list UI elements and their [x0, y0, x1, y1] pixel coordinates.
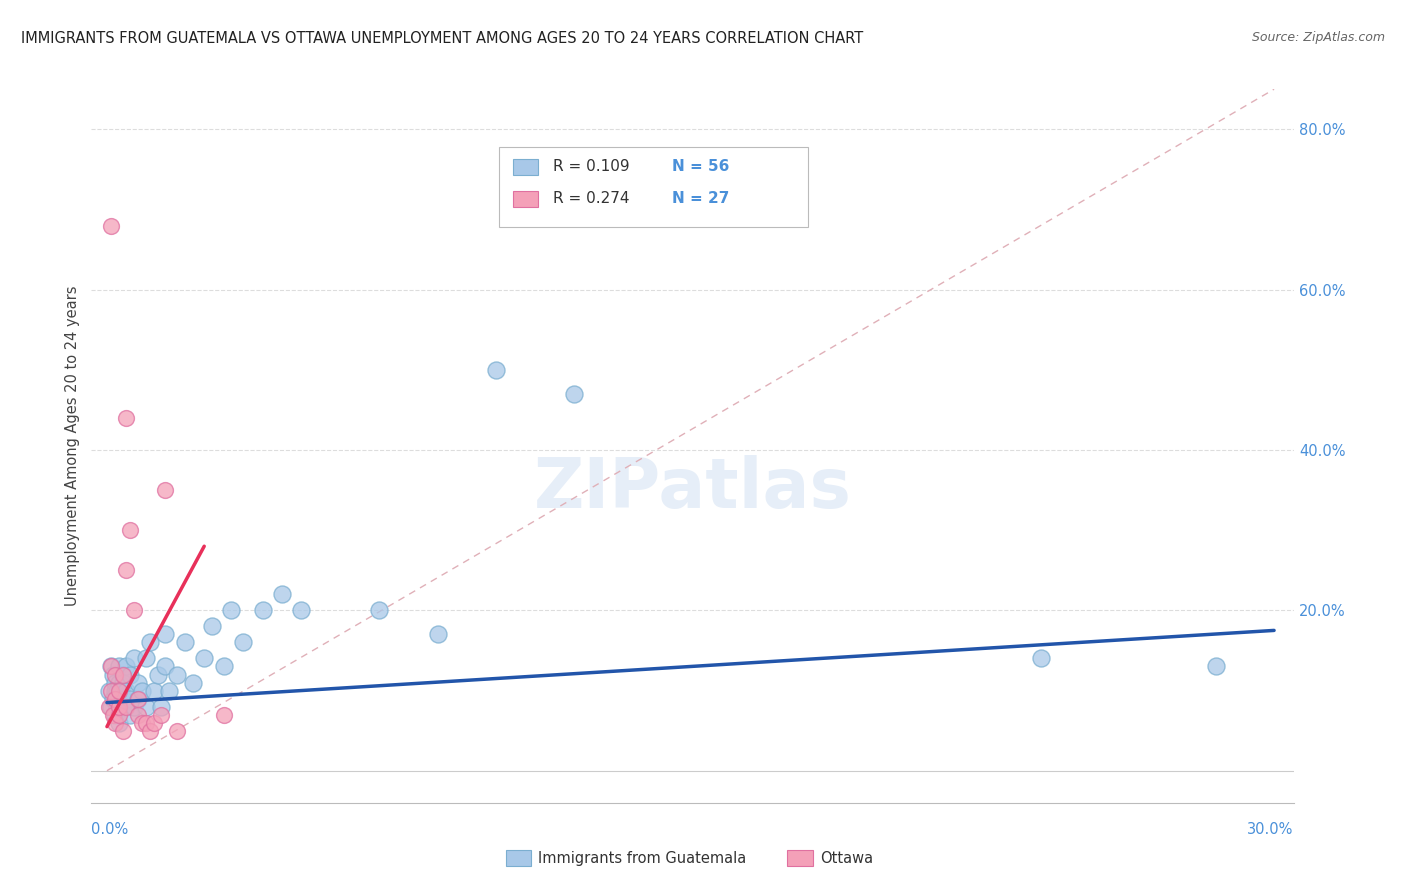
Point: [1205, 659, 1227, 673]
Point: [115, 699, 138, 714]
Point: [107, 715, 129, 730]
Point: [111, 699, 134, 714]
Text: R = 0.274: R = 0.274: [553, 192, 628, 206]
Point: [97, 683, 120, 698]
Point: [426, 627, 449, 641]
Text: R = 0.109: R = 0.109: [553, 160, 628, 174]
Point: [104, 707, 127, 722]
Point: [104, 667, 127, 681]
Text: 0.0%: 0.0%: [91, 822, 128, 837]
Text: N = 56: N = 56: [672, 160, 730, 174]
Text: Source: ZipAtlas.com: Source: ZipAtlas.com: [1251, 31, 1385, 45]
Point: [290, 603, 312, 617]
Point: [105, 683, 128, 698]
Point: [101, 691, 124, 706]
Point: [1029, 651, 1052, 665]
Point: [107, 707, 129, 722]
Point: [101, 667, 124, 681]
Point: [150, 699, 173, 714]
Point: [131, 683, 153, 698]
Point: [166, 723, 188, 738]
Point: [107, 659, 129, 673]
Point: [150, 707, 173, 722]
Point: [104, 691, 127, 706]
Point: [111, 675, 134, 690]
Text: N = 27: N = 27: [672, 192, 730, 206]
Point: [212, 659, 235, 673]
Point: [155, 483, 177, 497]
Point: [115, 683, 138, 698]
Point: [111, 691, 134, 706]
Point: [122, 651, 145, 665]
Point: [201, 619, 224, 633]
Point: [115, 411, 138, 425]
Point: [485, 363, 508, 377]
Point: [107, 675, 129, 690]
Point: [107, 691, 129, 706]
Point: [120, 707, 142, 722]
Point: [232, 635, 254, 649]
Point: [252, 603, 274, 617]
Point: [104, 675, 127, 690]
Point: [127, 675, 149, 690]
Point: [120, 691, 142, 706]
Point: [271, 587, 294, 601]
Point: [127, 691, 149, 706]
Point: [122, 603, 145, 617]
Point: [562, 387, 585, 401]
Point: [115, 699, 138, 714]
Point: [173, 635, 195, 649]
Point: [111, 667, 134, 681]
Point: [100, 683, 122, 698]
Point: [142, 683, 165, 698]
Point: [131, 715, 153, 730]
Point: [139, 635, 162, 649]
Point: [166, 667, 188, 681]
Point: [135, 651, 157, 665]
Point: [181, 675, 204, 690]
Point: [110, 683, 132, 698]
Point: [146, 667, 169, 681]
Point: [105, 699, 128, 714]
Y-axis label: Unemployment Among Ages 20 to 24 years: Unemployment Among Ages 20 to 24 years: [65, 285, 80, 607]
Point: [104, 715, 127, 730]
Point: [155, 659, 177, 673]
Point: [111, 667, 134, 681]
Point: [100, 699, 122, 714]
Text: ZIPatlas: ZIPatlas: [533, 455, 852, 523]
Text: Immigrants from Guatemala: Immigrants from Guatemala: [538, 851, 747, 865]
Point: [107, 699, 129, 714]
Point: [135, 699, 157, 714]
Text: 30.0%: 30.0%: [1247, 822, 1294, 837]
Point: [120, 523, 142, 537]
Point: [139, 723, 162, 738]
Point: [122, 699, 145, 714]
Point: [212, 707, 235, 722]
Point: [120, 667, 142, 681]
Point: [111, 723, 134, 738]
Point: [155, 627, 177, 641]
Point: [157, 683, 180, 698]
Point: [115, 563, 138, 577]
Point: [193, 651, 215, 665]
Point: [104, 683, 127, 698]
Text: IMMIGRANTS FROM GUATEMALA VS OTTAWA UNEMPLOYMENT AMONG AGES 20 TO 24 YEARS CORRE: IMMIGRANTS FROM GUATEMALA VS OTTAWA UNEM…: [21, 31, 863, 46]
Point: [115, 659, 138, 673]
Point: [135, 715, 157, 730]
Point: [127, 691, 149, 706]
Point: [142, 715, 165, 730]
Point: [368, 603, 391, 617]
Point: [107, 683, 129, 698]
Point: [100, 219, 122, 233]
Point: [221, 603, 243, 617]
Point: [101, 707, 124, 722]
Point: [100, 659, 122, 673]
Point: [97, 699, 120, 714]
Point: [100, 659, 122, 673]
Text: Ottawa: Ottawa: [820, 851, 873, 865]
Point: [127, 707, 149, 722]
